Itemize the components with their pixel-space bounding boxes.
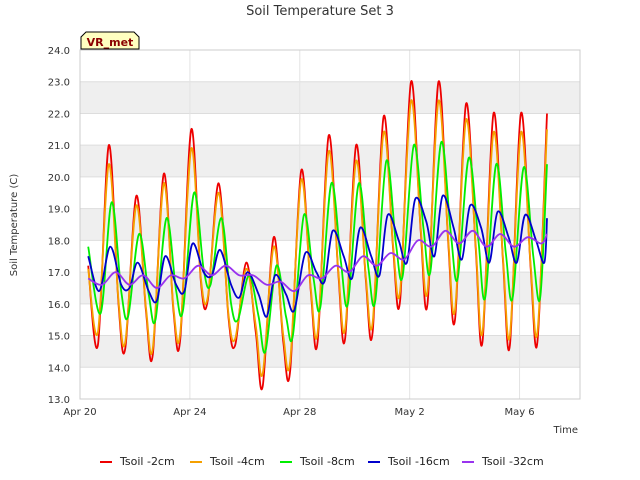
y-tick-label: 16.0	[48, 300, 70, 311]
x-tick-label: May 2	[395, 407, 425, 418]
station-badge-label: VR_met	[87, 36, 134, 49]
y-tick-label: 24.0	[48, 46, 70, 57]
x-tick-label: Apr 28	[283, 407, 316, 418]
x-axis-label: Time	[553, 425, 578, 436]
y-tick-label: 18.0	[48, 236, 70, 247]
x-axis: Apr 20 Apr 24 Apr 28 May 2 May 6	[63, 407, 534, 418]
y-tick-label: 20.0	[48, 173, 70, 184]
grid-band	[80, 335, 580, 368]
grid-band	[80, 272, 580, 304]
legend: Tsoil -2cm Tsoil -4cm Tsoil -8cm Tsoil -16c…	[100, 455, 544, 468]
y-tick-label: 19.0	[48, 205, 70, 216]
series-line-4	[87, 229, 548, 293]
legend-label-3: Tsoil -16cm	[387, 455, 450, 468]
grid-band	[80, 81, 580, 114]
plot-frame	[79, 49, 581, 400]
x-tick-label: May 6	[504, 407, 534, 418]
legend-label-0: Tsoil -2cm	[119, 455, 175, 468]
series-line-1	[87, 99, 548, 377]
series-group	[87, 80, 548, 391]
x-tick-label: Apr 20	[63, 407, 96, 418]
x-tick-label: Apr 24	[173, 407, 206, 418]
y-tick-label: 23.0	[48, 78, 70, 89]
grid-band	[80, 145, 580, 177]
y-tick-label: 14.0	[48, 363, 70, 374]
y-tick-label: 15.0	[48, 332, 70, 343]
y-tick-label: 13.0	[48, 395, 70, 406]
y-axis: 13.0 14.0 15.0 16.0 17.0 18.0 19.0 20.0 21.0 22.0…	[48, 46, 70, 406]
y-axis-label: Soil Temperature (C)	[9, 174, 20, 277]
y-tick-label: 17.0	[48, 268, 70, 279]
station-badge: VR_met	[80, 31, 140, 50]
series-line-3	[87, 194, 548, 318]
legend-label-2: Tsoil -8cm	[299, 455, 355, 468]
legend-label-4: Tsoil -32cm	[481, 455, 544, 468]
legend-label-1: Tsoil -4cm	[209, 455, 265, 468]
y-tick-label: 21.0	[48, 141, 70, 152]
chart-title: Soil Temperature Set 3	[246, 4, 394, 19]
y-tick-label: 22.0	[48, 109, 70, 120]
series-line-2	[87, 141, 548, 354]
